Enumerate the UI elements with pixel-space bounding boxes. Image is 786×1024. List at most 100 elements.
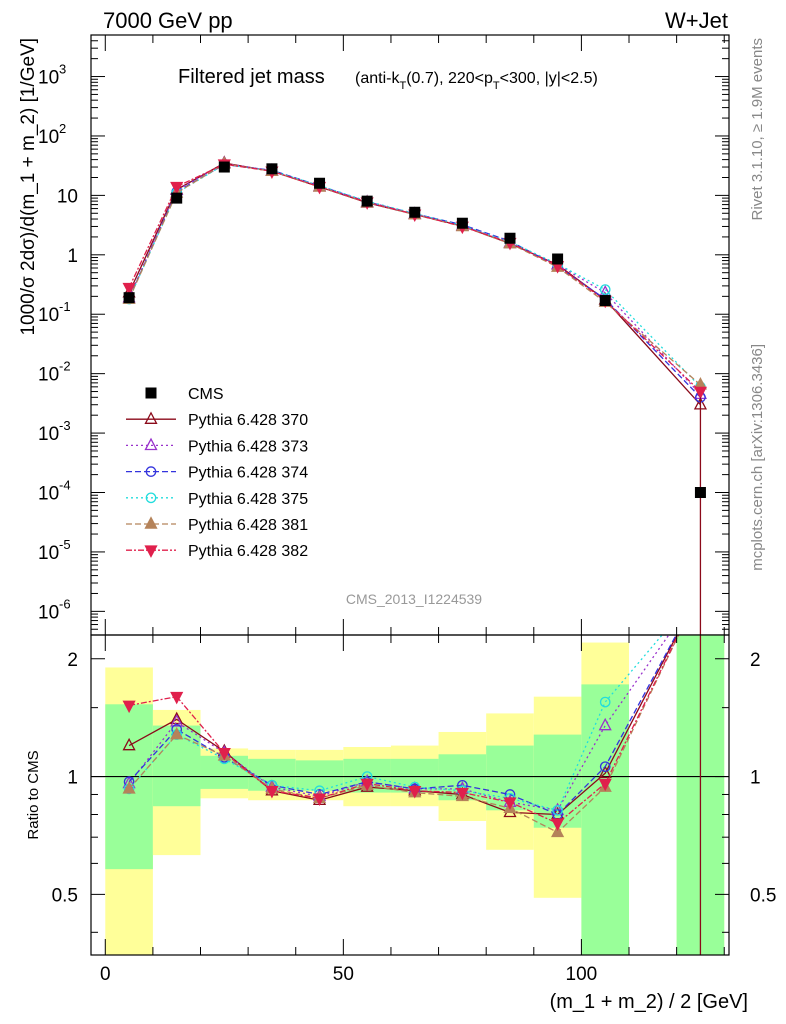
data-point	[266, 163, 278, 175]
legend-label: CMS	[188, 386, 224, 403]
ratio-tick-label: 1	[67, 768, 78, 789]
y-axis-label: 1000/σ 2dσ)/d(m_1 + m_2) [1/GeV]	[18, 38, 39, 336]
ratio-series-point	[170, 711, 184, 725]
main-frame	[90, 34, 730, 636]
y-tick-base: 10	[38, 127, 59, 148]
y-tick-label: 1	[67, 246, 78, 267]
y-tick-exponent: 3	[59, 62, 66, 77]
y-tick-exponent: 2	[59, 121, 66, 136]
ratio-series-line	[128, 635, 677, 816]
data-point	[504, 232, 516, 244]
ratio-tick-label-right: 2	[750, 650, 761, 671]
ratio-tick-label: 0.5	[52, 885, 78, 906]
series-point	[599, 284, 611, 295]
rivet-label: Rivet 3.1.10, ≥ 1.9M events	[749, 38, 766, 221]
y-tick-exponent: -4	[59, 478, 71, 493]
ratio-series-point	[360, 778, 374, 792]
series-point	[170, 181, 184, 195]
legend-marker	[144, 516, 158, 529]
ratio-series-line	[128, 635, 680, 834]
subtitle-part: <300, |y|<2.5)	[500, 70, 598, 87]
ratio-series-point	[170, 726, 184, 740]
x-tick-label: 100	[566, 964, 598, 985]
data-point	[599, 295, 611, 307]
ratio-tick-label-right: 1	[750, 768, 761, 789]
legend-marker	[144, 437, 158, 451]
y-tick-base: 10	[38, 365, 59, 386]
series-line	[128, 163, 701, 398]
y-tick-base: 10	[38, 305, 59, 326]
data-point	[314, 177, 326, 189]
data-point	[361, 195, 373, 207]
watermark: CMS_2013_I1224539	[346, 591, 482, 607]
ratio-series-point	[408, 785, 422, 799]
ratio-series-point	[217, 748, 231, 761]
ratio-series-line	[128, 635, 679, 824]
y-tick-base: 10	[38, 424, 59, 445]
x-tick-label: 50	[333, 964, 354, 985]
series-line	[128, 162, 701, 406]
ratio-series-point	[122, 781, 136, 794]
legend-marker	[145, 466, 157, 477]
subtitle-part: (0.7), 220<p	[406, 70, 493, 87]
series-line	[128, 163, 701, 388]
ratio-panel: 0.5 0.5 1 1 2 2	[52, 634, 776, 956]
ratio-series-point	[598, 765, 612, 778]
y-tick-base: 10	[38, 543, 59, 564]
uncertainty-band-inner	[533, 734, 582, 828]
ratio-tick-label: 2	[67, 650, 78, 671]
ratio-series-point	[455, 787, 469, 801]
ratio-series-point	[122, 737, 136, 751]
x-tick-label: 0	[100, 964, 111, 985]
legend-marker	[144, 545, 158, 558]
y-tick-exponent: -3	[59, 418, 71, 433]
ratio-series-point	[170, 714, 184, 727]
legend-marker	[144, 411, 158, 424]
ratio-series-point	[551, 824, 565, 838]
legend-label: Pythia 6.428 373	[188, 438, 308, 455]
legend-label: Pythia 6.428 382	[188, 543, 308, 560]
ratio-series-point	[598, 778, 612, 792]
ratio-series-line	[128, 635, 663, 812]
ratio-series-point	[265, 785, 279, 799]
data-point	[409, 206, 421, 218]
ratio-series-point	[599, 761, 611, 772]
series-point	[693, 386, 708, 400]
y-tick-exponent: -2	[59, 359, 71, 374]
ratio-series-line	[128, 635, 678, 816]
data-point	[552, 253, 564, 265]
data-point	[123, 292, 135, 304]
ratio-series-point	[551, 818, 565, 831]
legend-label: Pythia 6.428 375	[188, 491, 308, 508]
mcplots-label: mcplots.cern.ch [arXiv:1306.3436]	[749, 344, 766, 571]
legend-label: Pythia 6.428 374	[188, 465, 308, 482]
series-line	[128, 163, 701, 386]
ratio-series-line	[128, 635, 670, 812]
y-tick-base: 10	[38, 602, 59, 623]
series-line	[128, 162, 701, 395]
legend-marker	[145, 387, 157, 399]
ratio-series-point	[312, 793, 327, 807]
data-point	[171, 192, 183, 204]
ratio-series-point	[598, 717, 612, 731]
legend-label: Pythia 6.428 370	[188, 412, 308, 429]
series-point	[122, 282, 136, 296]
x-axis-label: (m_1 + m_2) / 2 [GeV]	[550, 991, 748, 1013]
subtitle-subscript: T	[493, 80, 500, 92]
ratio-series-point	[599, 696, 611, 708]
legend-marker	[145, 492, 157, 504]
ratio-series-point	[170, 691, 184, 705]
uncertainty-band-inner	[200, 755, 249, 789]
y-tick-label: 10	[57, 186, 78, 207]
legend: CMS Pythia 6.428 370 Pythia 6.428 373 Pythi…	[126, 386, 308, 560]
data-point	[456, 217, 468, 229]
ratio-frame	[90, 634, 730, 956]
ratio-series-point	[122, 700, 136, 714]
subtitle-subscript: T	[399, 80, 406, 92]
chart-subtitle: (anti-kT(0.7), 220<pT<300, |y|<2.5)	[355, 70, 598, 92]
chart-title: Filtered jet mass	[178, 66, 325, 88]
data-point	[218, 161, 230, 173]
uncertainty-band-inner	[581, 684, 630, 955]
data-point	[694, 487, 706, 499]
